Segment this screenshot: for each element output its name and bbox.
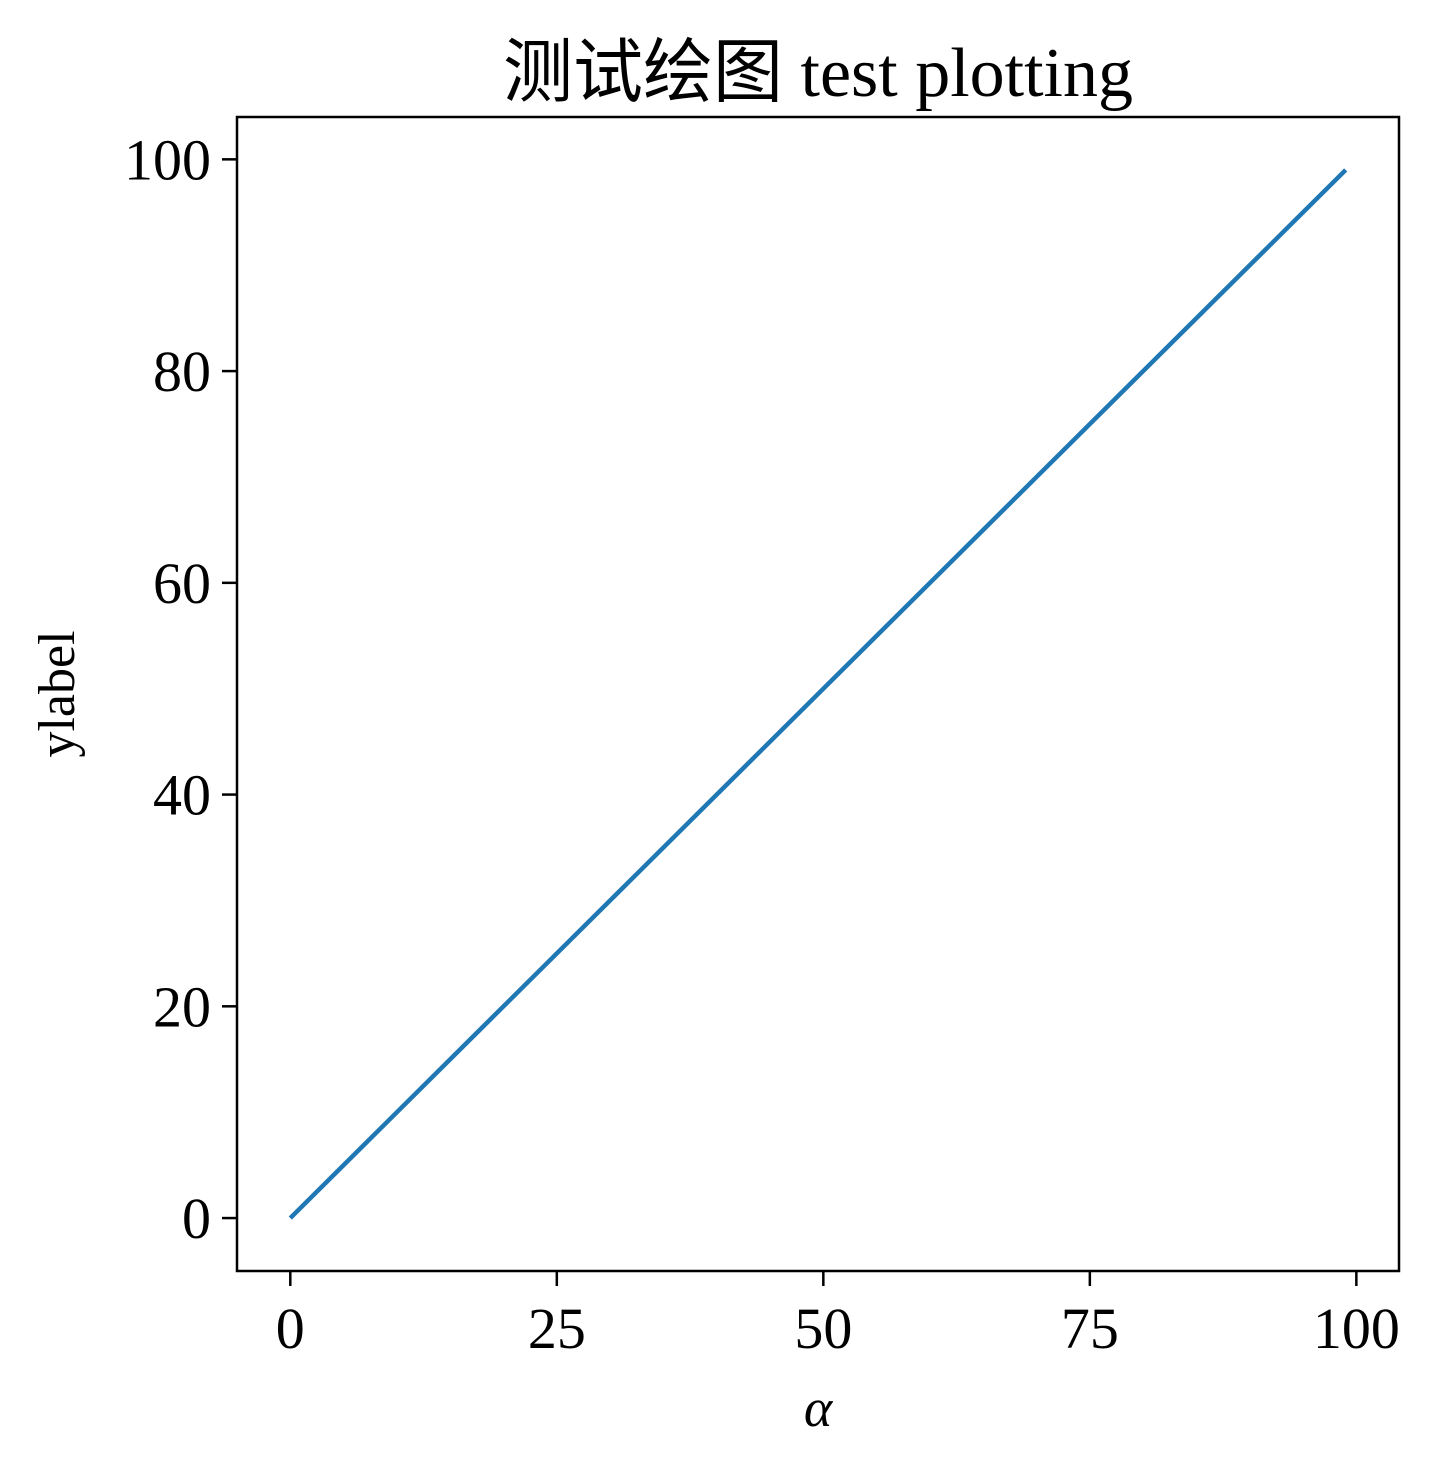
y-tick-label: 40	[153, 763, 211, 828]
y-tick-label: 20	[153, 974, 211, 1039]
y-tick-label: 0	[182, 1186, 211, 1251]
chart-title: 测试绘图 test plotting	[503, 35, 1133, 112]
x-axis-ticks: 0 25 50 75 100	[276, 1271, 1400, 1361]
plot-area	[235, 115, 1401, 1273]
x-tick-label: 100	[1313, 1296, 1400, 1361]
y-tick-label: 100	[124, 127, 211, 192]
y-tick-label: 80	[153, 339, 211, 404]
x-tick-label: 50	[794, 1296, 852, 1361]
x-tick-label: 0	[276, 1296, 305, 1361]
x-axis-label: α	[804, 1378, 834, 1438]
y-axis-ticks: 0 20 40 60 80 100	[124, 127, 237, 1251]
x-tick-label: 25	[528, 1296, 586, 1361]
series-layer	[288, 168, 1348, 1220]
series-line-0	[288, 168, 1348, 1220]
y-tick-label: 60	[153, 551, 211, 616]
x-tick-label: 75	[1061, 1296, 1119, 1361]
y-axis-label: ylabel	[29, 630, 86, 757]
axes-frame	[235, 115, 1401, 1273]
